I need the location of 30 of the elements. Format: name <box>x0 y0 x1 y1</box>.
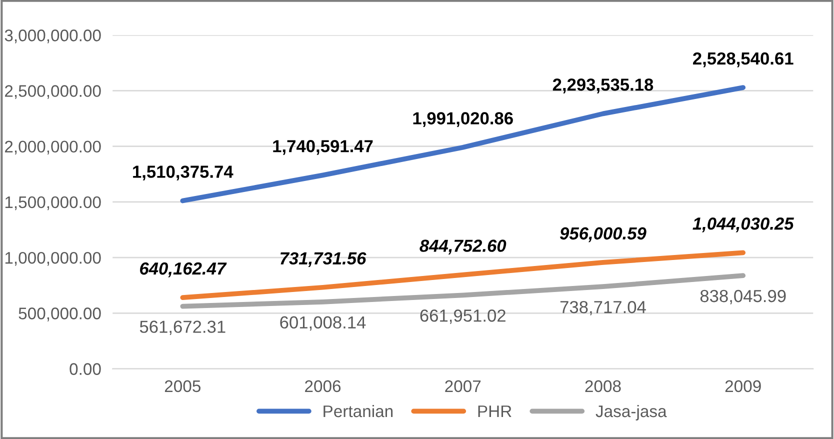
data-label: 956,000.59 <box>560 227 646 242</box>
data-label: 838,045.99 <box>700 290 786 304</box>
x-tick-label: 2009 <box>725 380 761 392</box>
data-label: 601,008.14 <box>280 316 366 331</box>
x-tick-label: 2006 <box>305 380 341 392</box>
y-tick-label: 1,000,000.00 <box>5 252 101 266</box>
data-label: 561,672.31 <box>140 320 226 335</box>
data-label: 1,510,375.74 <box>133 166 234 180</box>
x-tick-label: 2005 <box>164 380 200 392</box>
legend-label: PHR <box>478 406 512 418</box>
data-label: 844,752.60 <box>420 240 506 254</box>
data-label: 2,293,535.18 <box>552 78 654 94</box>
data-label: 1,991,020.86 <box>413 112 513 127</box>
y-tick-label: 2,500,000.00 <box>5 85 101 99</box>
data-label: 661,951.02 <box>420 309 506 324</box>
data-label: 738,717.04 <box>560 300 646 316</box>
data-label: 731,731.56 <box>280 252 366 268</box>
y-tick-label: 3,000,000.00 <box>4 30 101 44</box>
x-tick-label: 2007 <box>445 380 481 392</box>
y-tick-label: 500,000.00 <box>18 308 101 322</box>
legend-label: Pertanian <box>324 404 393 418</box>
data-label: 1,740,591.47 <box>273 140 373 155</box>
y-tick-label: 1,500,000.00 <box>5 196 101 210</box>
y-tick-label: 2,000,000.00 <box>5 140 101 155</box>
data-label: 1,044,030.25 <box>692 217 794 232</box>
x-tick-label: 2008 <box>585 380 621 392</box>
legend-label: Jasa-jasa <box>596 404 667 420</box>
data-label: 640,162.47 <box>140 262 227 278</box>
y-tick-label: 0.00 <box>70 363 101 375</box>
data-label: 2,528,540.61 <box>693 52 794 68</box>
